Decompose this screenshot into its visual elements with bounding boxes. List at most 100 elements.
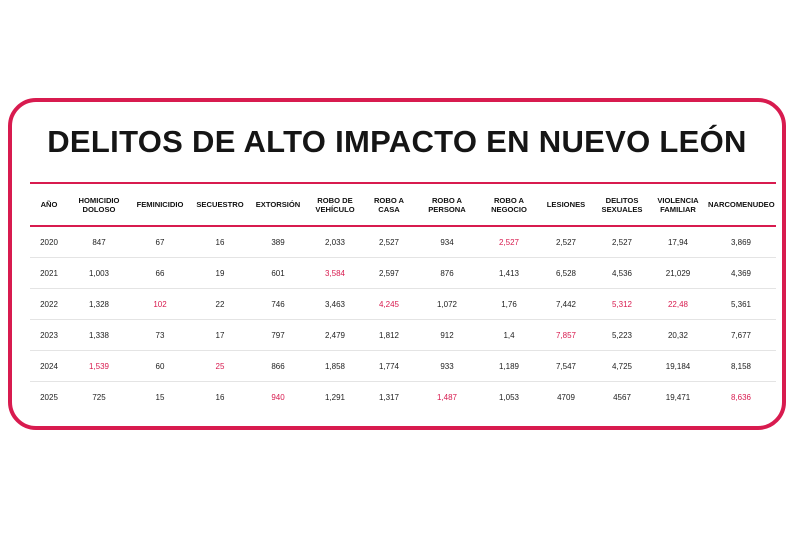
page-title: DELITOS DE ALTO IMPACTO EN NUEVO LEÓN <box>47 124 747 159</box>
table-cell: 2,527 <box>594 226 650 258</box>
table-cell: 4,245 <box>364 288 414 320</box>
table-cell: 5,312 <box>594 288 650 320</box>
table-cell: 1,317 <box>378 392 400 402</box>
table-cell: 912 <box>414 319 480 351</box>
column-header: VIOLENCIA FAMILIAR <box>657 195 699 214</box>
table-cell: 102 <box>130 288 190 320</box>
table-card: DELITOS DE ALTO IMPACTO EN NUEVO LEÓN AÑ… <box>8 98 786 430</box>
year-cell: 2023 <box>30 319 68 351</box>
table-cell: 4709 <box>557 392 575 402</box>
table-cell: 3,869 <box>706 226 776 258</box>
table-cell: 3,584 <box>306 257 364 289</box>
column-header: AÑO <box>40 200 58 209</box>
table-row: 2020 847 67 16 389 2,033 2,527 934 2,527 2,527 2,5… <box>30 226 776 258</box>
table-cell: 2,527 <box>538 226 594 258</box>
table-cell: 7,547 <box>538 350 594 382</box>
table-cell: 934 <box>414 226 480 258</box>
table-cell: 22,48 <box>650 288 706 320</box>
table-cell: 1,413 <box>480 257 538 289</box>
table-cell: 60 <box>130 350 190 382</box>
table-cell: 2,527 <box>480 226 538 258</box>
column-header: ROBO DE VEHÍCULO <box>315 195 355 214</box>
table-cell: 7,857 <box>538 319 594 351</box>
table-cell: 1,858 <box>306 350 364 382</box>
column-header: SECUESTRO <box>196 200 244 209</box>
table-cell: 847 <box>68 226 130 258</box>
table-cell: 1,76 <box>480 288 538 320</box>
table-cell: 933 <box>414 350 480 382</box>
table-cell: 16 <box>215 392 225 402</box>
year-cell: 2022 <box>30 288 68 320</box>
table-cell: 6,528 <box>538 257 594 289</box>
table-cell: 1,338 <box>68 319 130 351</box>
column-header: FEMINICIDIO <box>136 200 184 209</box>
table-cell: 389 <box>250 226 306 258</box>
table-row: 2021 1,003 66 19 601 3,584 2,597 876 1,413 6,528 4… <box>30 257 776 289</box>
table-row: 2025 725 15 16 940 1,291 1,317 1,487 1,053 4709 45… <box>30 382 776 413</box>
table-cell: 8,636 <box>730 392 752 402</box>
table-cell: 4,536 <box>594 257 650 289</box>
header-row: AÑO HOMICIDIO DOLOSO FEMINICIDIO SECUESTRO E… <box>30 183 776 226</box>
table-cell: 1,487 <box>436 392 458 402</box>
table-cell: 601 <box>250 257 306 289</box>
column-header: ROBO A PERSONA <box>428 195 466 214</box>
table-cell: 1,539 <box>68 350 130 382</box>
table-cell: 2,597 <box>364 257 414 289</box>
table-cell: 25 <box>190 350 250 382</box>
table-cell: 1,291 <box>324 392 346 402</box>
table-cell: 3,463 <box>306 288 364 320</box>
table-cell: 2,527 <box>364 226 414 258</box>
table-cell: 67 <box>130 226 190 258</box>
column-header: DELITOS SEXUALES <box>601 195 643 214</box>
table-cell: 746 <box>250 288 306 320</box>
table-cell: 5,361 <box>706 288 776 320</box>
table-cell: 1,328 <box>68 288 130 320</box>
table-cell: 866 <box>250 350 306 382</box>
table-cell: 1,4 <box>480 319 538 351</box>
table-cell: 15 <box>155 392 165 402</box>
crime-table: AÑO HOMICIDIO DOLOSO FEMINICIDIO SECUESTRO E… <box>30 182 776 412</box>
table-cell: 22 <box>190 288 250 320</box>
table-cell: 16 <box>190 226 250 258</box>
column-header: NARCOMENUDEO <box>708 200 775 209</box>
table-cell: 19 <box>190 257 250 289</box>
column-header: LESIONES <box>546 200 586 209</box>
table-cell: 2,033 <box>306 226 364 258</box>
table-cell: 1,072 <box>414 288 480 320</box>
table-row: 2024 1,539 60 25 866 1,858 1,774 933 1,189 7,547 4… <box>30 350 776 382</box>
table-cell: 66 <box>130 257 190 289</box>
table-cell: 19,184 <box>650 350 706 382</box>
table-cell: 2,479 <box>306 319 364 351</box>
column-header: HOMICIDIO DOLOSO <box>78 195 120 214</box>
table-cell: 17,94 <box>650 226 706 258</box>
table-body: 2020 847 67 16 389 2,033 2,527 934 2,527 2,527 2,5… <box>30 226 776 412</box>
table-header: AÑO HOMICIDIO DOLOSO FEMINICIDIO SECUESTRO E… <box>30 183 776 226</box>
table-cell: 725 <box>92 392 106 402</box>
table-cell: 19,471 <box>665 392 691 402</box>
table-cell: 876 <box>414 257 480 289</box>
column-header: EXTORSIÓN <box>255 200 301 209</box>
table-cell: 1,053 <box>498 392 520 402</box>
table-cell: 20,32 <box>650 319 706 351</box>
column-header: ROBO A NEGOCIO <box>491 195 527 214</box>
year-cell: 2020 <box>30 226 68 258</box>
year-cell: 2024 <box>30 350 68 382</box>
table-cell: 7,677 <box>706 319 776 351</box>
table-cell: 940 <box>271 392 285 402</box>
table-cell: 1,189 <box>480 350 538 382</box>
year-cell: 2025 <box>40 392 58 402</box>
year-cell: 2021 <box>30 257 68 289</box>
table-cell: 73 <box>130 319 190 351</box>
table-cell: 4,369 <box>706 257 776 289</box>
table-cell: 5,223 <box>594 319 650 351</box>
table-cell: 1,812 <box>364 319 414 351</box>
table-cell: 8,158 <box>706 350 776 382</box>
column-header: ROBO A CASA <box>373 195 405 214</box>
table-row: 2022 1,328 102 22 746 3,463 4,245 1,072 1,76 7,44… <box>30 288 776 320</box>
table-row: 2023 1,338 73 17 797 2,479 1,812 912 1,4 7,857 5,2… <box>30 319 776 351</box>
table-cell: 1,003 <box>68 257 130 289</box>
table-cell: 17 <box>190 319 250 351</box>
table-cell: 4,725 <box>594 350 650 382</box>
table-cell: 1,774 <box>364 350 414 382</box>
table-cell: 21,029 <box>650 257 706 289</box>
